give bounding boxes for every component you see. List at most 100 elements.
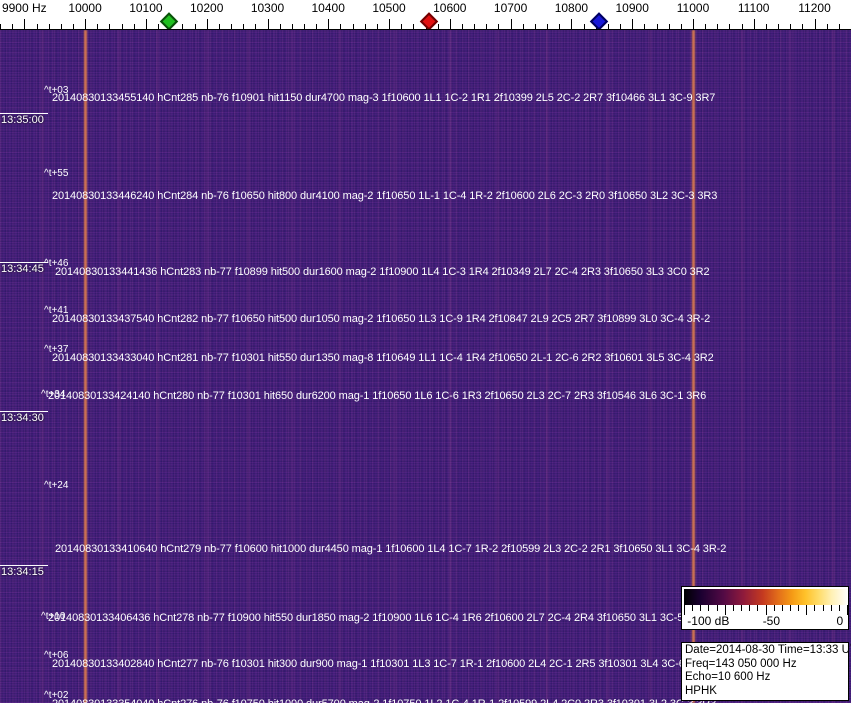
color-scale-ticks bbox=[684, 605, 848, 615]
marker-blue[interactable] bbox=[589, 12, 608, 30]
frequency-tick-minor bbox=[668, 24, 670, 30]
frequency-label: 11100 bbox=[737, 1, 770, 15]
event-detection-row: 20140830133410640 hCnt279 nb-77 f10600 h… bbox=[55, 543, 727, 555]
info-box: Date=2014-08-30 Time=13:33 UTC Freq=143 … bbox=[681, 642, 851, 701]
frequency-tick-minor bbox=[741, 24, 743, 30]
frequency-tick-minor bbox=[12, 24, 14, 30]
color-scale-tick-minor bbox=[716, 605, 718, 611]
frequency-tick-minor bbox=[0, 24, 1, 30]
frequency-tick-major bbox=[693, 19, 694, 30]
carrier-line-weak bbox=[789, 30, 792, 703]
frequency-tick-minor bbox=[729, 24, 731, 30]
frequency-tick-minor bbox=[680, 24, 682, 30]
frequency-tick-minor bbox=[243, 24, 245, 30]
carrier-line-weak bbox=[205, 30, 208, 703]
info-date-time: Date=2014-08-30 Time=13:33 UTC bbox=[685, 644, 851, 656]
frequency-tick-minor bbox=[194, 24, 196, 30]
frequency-label: 10800 bbox=[554, 1, 589, 15]
frequency-tick-minor bbox=[778, 24, 780, 30]
frequency-tick-major bbox=[389, 19, 390, 30]
frequency-tick-minor bbox=[644, 24, 646, 30]
frequency-tick-major bbox=[267, 19, 269, 30]
info-echo: Echo=10 600 Hz bbox=[685, 671, 771, 683]
color-scale-tick-minor bbox=[732, 605, 734, 611]
event-time-tag: ^t+34 bbox=[41, 389, 66, 400]
frequency-tick-major bbox=[449, 19, 451, 30]
frequency-tick-major bbox=[145, 19, 147, 30]
frequency-tick-minor bbox=[72, 24, 74, 30]
color-scale-tick-minor bbox=[708, 605, 710, 611]
frequency-label: 10200 bbox=[190, 1, 224, 15]
frequency-tick-minor bbox=[36, 24, 38, 30]
carrier-line-weak bbox=[606, 30, 609, 703]
carrier-line-weak bbox=[290, 30, 293, 703]
spectrogram-canvas[interactable]: 13:35:0013:34:4513:34:3013:34:1513:34:00… bbox=[0, 30, 851, 703]
frequency-tick-minor bbox=[534, 24, 536, 30]
event-time-tag: ^t+55 bbox=[44, 168, 69, 179]
event-detection-row: 20140830133402840 hCnt277 nb-76 f10301 h… bbox=[52, 658, 708, 670]
color-scale-tick-major bbox=[765, 605, 767, 615]
color-scale-tick-minor bbox=[757, 605, 759, 611]
frequency-tick-major bbox=[632, 19, 634, 30]
frequency-tick-minor bbox=[182, 24, 184, 30]
frequency-tick-minor bbox=[279, 24, 281, 30]
frequency-tick-major bbox=[814, 19, 816, 30]
color-scale-tick-minor bbox=[822, 605, 824, 611]
frequency-tick-minor bbox=[522, 24, 524, 30]
frequency-label: 10300 bbox=[250, 1, 285, 15]
color-scale-tick-minor bbox=[830, 605, 832, 611]
frequency-label: 9900 Hz bbox=[1, 1, 47, 15]
time-rule bbox=[0, 262, 48, 263]
frequency-tick-minor bbox=[437, 24, 439, 30]
time-rule bbox=[0, 113, 48, 114]
carrier-line-weak bbox=[497, 30, 500, 703]
event-time-tag: ^t+06 bbox=[44, 650, 69, 661]
frequency-tick-major bbox=[206, 19, 208, 30]
carrier-line-weak bbox=[339, 30, 342, 703]
frequency-tick-minor bbox=[717, 24, 719, 30]
frequency-tick-minor bbox=[133, 24, 135, 30]
frequency-tick-major bbox=[571, 19, 573, 30]
carrier-line-strong bbox=[691, 30, 695, 703]
color-scale-tick-major bbox=[724, 605, 726, 615]
frequency-tick-minor bbox=[620, 24, 621, 30]
frequency-tick-minor bbox=[474, 24, 476, 30]
carrier-line-weak bbox=[157, 30, 159, 703]
event-detection-row: 20140830133406436 hCnt278 nb-77 f10900 h… bbox=[48, 612, 707, 624]
color-scale-tick-minor bbox=[781, 605, 783, 611]
color-scale-tick-minor bbox=[692, 605, 694, 611]
color-scale-tick-minor bbox=[700, 605, 702, 611]
time-label: 13:34:30 bbox=[1, 412, 44, 424]
carrier-line-weak bbox=[248, 30, 251, 703]
event-detection-row: 20140830133437540 hCnt282 nb-77 f10650 h… bbox=[52, 313, 711, 325]
carrier-line-weak bbox=[649, 30, 652, 703]
frequency-tick-minor bbox=[401, 24, 403, 30]
color-scale-tick-minor bbox=[798, 605, 800, 611]
event-detection-row: 20140830133424140 hCnt280 nb-77 f10301 h… bbox=[48, 390, 707, 402]
frequency-tick-minor bbox=[303, 24, 305, 30]
frequency-tick-minor bbox=[790, 24, 792, 30]
carrier-line-weak bbox=[41, 30, 44, 703]
frequency-tick-minor bbox=[547, 24, 549, 30]
color-scale-label: -50 bbox=[762, 614, 781, 628]
frequency-tick-minor bbox=[765, 24, 767, 30]
frequency-tick-minor bbox=[218, 24, 220, 30]
color-scale-tick-major bbox=[806, 605, 808, 615]
time-rule bbox=[0, 411, 48, 412]
frequency-tick-major bbox=[85, 19, 87, 30]
carrier-line-weak bbox=[448, 30, 451, 703]
color-scale-gradient bbox=[684, 589, 848, 605]
color-scale-legend: -100 dB -50 0 bbox=[681, 586, 849, 630]
frequency-tick-major bbox=[24, 19, 26, 30]
color-scale-tick-minor bbox=[749, 605, 751, 611]
frequency-tick-minor bbox=[255, 24, 257, 30]
frequency-tick-minor bbox=[486, 24, 488, 30]
frequency-tick-minor bbox=[802, 24, 804, 30]
frequency-axis[interactable]: 9900 Hz 10000 10100 10200 10300 10400 10500 106… bbox=[0, 0, 851, 30]
frequency-tick-minor bbox=[498, 24, 500, 30]
color-scale-tick-minor bbox=[838, 605, 840, 611]
color-scale-tick-minor bbox=[814, 605, 816, 611]
event-detection-row: 20140830133354040 hCnt276 nb-76 f10750 h… bbox=[52, 698, 716, 703]
frequency-tick-minor bbox=[583, 24, 585, 30]
